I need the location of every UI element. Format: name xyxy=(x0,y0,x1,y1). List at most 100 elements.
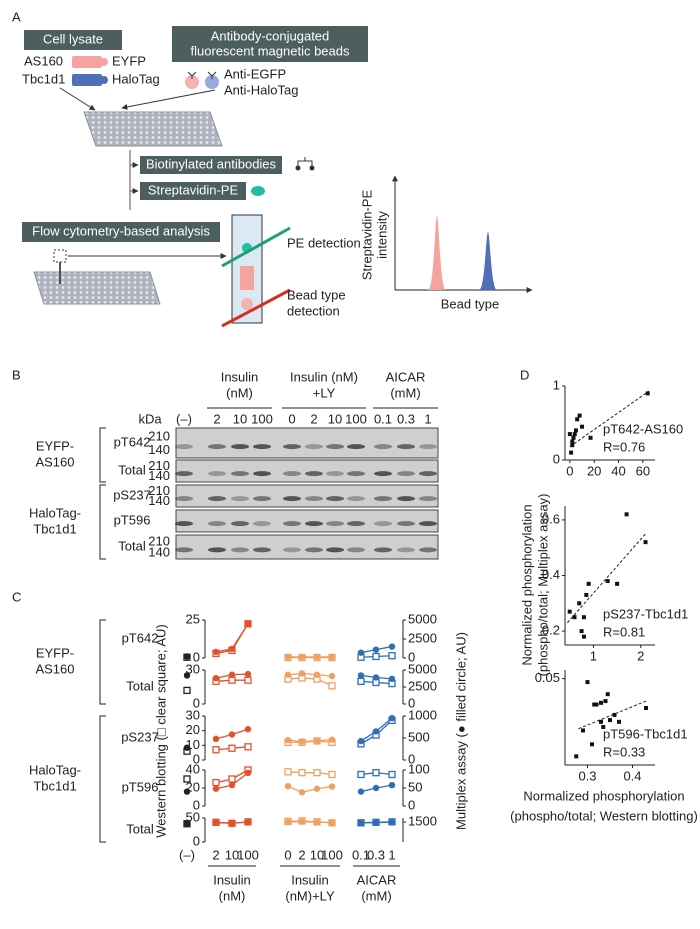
band xyxy=(253,471,271,477)
marker xyxy=(212,785,220,792)
mw-label: 140 xyxy=(148,544,170,559)
peak xyxy=(428,216,446,290)
point xyxy=(624,512,629,517)
antibody-icon xyxy=(187,71,217,79)
series-line xyxy=(287,677,333,687)
axis-title: intensity xyxy=(374,211,389,259)
blot xyxy=(175,509,439,533)
blot xyxy=(175,459,439,483)
x-tick-label: 0 xyxy=(284,847,291,862)
series-line xyxy=(287,785,333,794)
mw-label: 140 xyxy=(148,468,170,483)
point xyxy=(570,439,575,444)
marker xyxy=(357,788,365,795)
axis-title: Multiplex assay (● filled circle; AU) xyxy=(453,632,468,830)
band xyxy=(397,547,415,553)
point xyxy=(585,680,590,685)
y-tick-label: 40 xyxy=(186,761,200,776)
bracket xyxy=(99,427,106,483)
x-tick-label: 2 xyxy=(298,847,305,862)
tag-label: HaloTag xyxy=(112,71,160,86)
marker xyxy=(212,746,220,754)
group-label: (mM) xyxy=(361,888,391,903)
annotation: R=0.33 xyxy=(603,744,645,759)
point xyxy=(581,728,585,733)
y-tick-label: 0 xyxy=(553,451,560,466)
marker xyxy=(228,819,236,827)
y-tick-label: 0 xyxy=(193,695,200,710)
x-tick-label: 10 xyxy=(310,847,324,862)
row-label: pT596 xyxy=(122,779,159,794)
band xyxy=(326,471,344,477)
well-selection xyxy=(53,249,67,263)
group-label: Tbc1d1 xyxy=(33,778,76,793)
y-tick-label: 0 xyxy=(193,751,200,766)
mw-label: 210 xyxy=(148,534,170,549)
point xyxy=(580,424,585,429)
annotation: pT596-Tbc1d1 xyxy=(603,726,688,741)
marker xyxy=(313,769,321,777)
construct xyxy=(72,74,102,86)
panel-label: A xyxy=(12,9,21,24)
y2-tick-label: 5000 xyxy=(408,611,437,626)
band xyxy=(305,547,323,553)
row-label: pT642 xyxy=(122,630,159,645)
marker xyxy=(228,676,236,684)
axis-title: Normalized phosphorylation xyxy=(523,788,684,803)
marker xyxy=(183,744,191,751)
group-label: Insulin xyxy=(213,872,251,887)
biotin-icon xyxy=(295,165,301,171)
panel-label: D xyxy=(520,367,529,382)
bead xyxy=(205,75,219,89)
group-label: HaloTag- xyxy=(29,762,81,777)
y2-tick-label: 0 xyxy=(408,797,415,812)
box-label: Antibody-conjugated xyxy=(211,28,330,43)
group-label: (mM) xyxy=(390,385,420,400)
marker xyxy=(244,620,252,627)
bead xyxy=(241,298,253,310)
axis-title: (phospho/total; Multiplex assay) xyxy=(535,494,550,677)
dose-label: 2 xyxy=(213,411,220,426)
marker xyxy=(228,731,236,738)
marker xyxy=(244,676,252,684)
x-tick-label: 0.3 xyxy=(578,768,596,783)
band xyxy=(305,521,323,527)
band xyxy=(347,547,365,553)
axis xyxy=(564,506,655,646)
marker xyxy=(328,819,336,826)
band xyxy=(347,521,365,527)
point xyxy=(579,629,584,634)
row-label: pT596 xyxy=(114,512,151,527)
point xyxy=(586,581,591,586)
point xyxy=(577,601,582,606)
point xyxy=(617,719,621,724)
x-tick-label: 60 xyxy=(636,463,650,478)
blot xyxy=(175,427,439,459)
box xyxy=(140,156,282,174)
point xyxy=(584,592,589,597)
point xyxy=(594,702,599,707)
x-tick-label: 1 xyxy=(590,648,597,663)
mw-label: 210 xyxy=(148,428,170,443)
y-tick-label: 0.05 xyxy=(535,670,560,685)
marker xyxy=(372,769,380,777)
band xyxy=(208,496,226,502)
protein-label: Tbc1d1 xyxy=(22,71,65,86)
marker xyxy=(388,675,396,683)
band xyxy=(326,521,344,527)
marker xyxy=(388,819,396,826)
detection-label: detection xyxy=(287,303,340,318)
box-label: Biotinylated antibodies xyxy=(146,156,277,171)
point xyxy=(605,579,610,584)
point xyxy=(569,450,574,455)
band xyxy=(231,471,249,477)
group-label: (nM) xyxy=(219,888,246,903)
antibody-label: Anti-EGFP xyxy=(224,66,286,81)
annotation: pS237-Tbc1d1 xyxy=(603,606,688,621)
plate xyxy=(83,111,223,147)
x-tick-label: 100 xyxy=(237,847,259,862)
protein-label: AS160 xyxy=(24,53,63,68)
marker xyxy=(298,789,306,796)
construct xyxy=(72,56,102,68)
marker xyxy=(244,819,252,826)
